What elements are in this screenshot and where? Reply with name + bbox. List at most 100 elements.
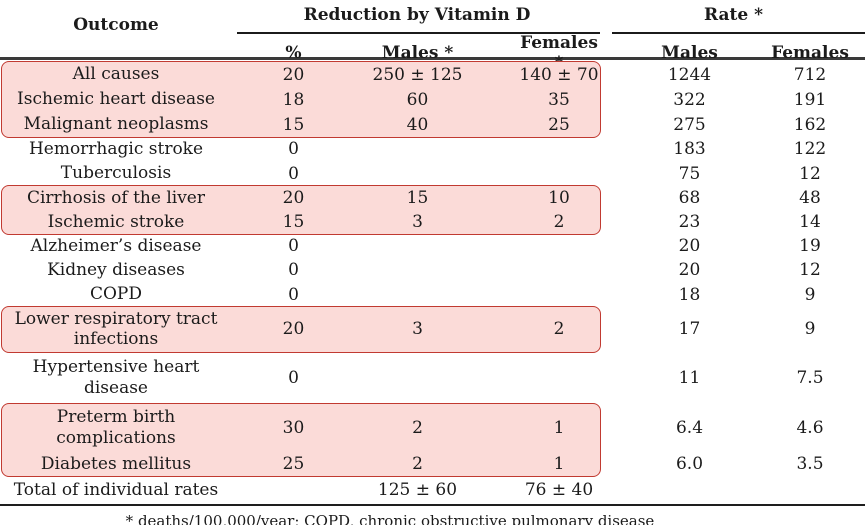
outcome-cell: Hemorrhagic stroke xyxy=(28,138,204,159)
reduction-females-cell: 76 ± 40 xyxy=(524,479,594,500)
reduction-females-cell: 2 xyxy=(553,319,565,340)
col-header-outcome: Outcome xyxy=(73,15,159,35)
rate-females-cell: 9 xyxy=(804,284,816,305)
outcome-cell: Lower respiratory tract infections xyxy=(14,308,218,350)
table-row: Diabetes mellitus 25 2 1 6.0 3.5 xyxy=(0,452,865,476)
table-row: Kidney diseases 0 20 12 xyxy=(0,258,865,282)
reduction-males-cell: 2 xyxy=(412,453,423,474)
outcome-cell: Cirrhosis of the liver xyxy=(26,187,205,208)
table-row: Total of individual rates 125 ± 60 76 ± 40 xyxy=(0,476,865,504)
reduction-females-cell: 2 xyxy=(553,212,565,232)
table-row: Alzheimer’s disease 0 20 19 xyxy=(0,234,865,258)
pct-cell: 20 xyxy=(282,64,305,85)
highlight-box xyxy=(1,403,601,477)
outcome-cell: COPD xyxy=(89,284,142,305)
reduction-females-cell xyxy=(480,258,602,282)
pct-cell: 0 xyxy=(288,260,299,281)
table-footnote: * deaths/100,000/year; COPD, chronic obs… xyxy=(125,512,655,525)
reduction-males-cell: 15 xyxy=(406,188,429,208)
outcome-cell: Preterm birth complications xyxy=(56,407,176,448)
highlight-box xyxy=(1,61,601,138)
reduction-males-cell: 3 xyxy=(412,319,423,340)
rate-females-cell: 712 xyxy=(793,64,827,85)
reduction-females-cell xyxy=(480,162,602,187)
outcome-cell: Ischemic heart disease xyxy=(17,89,215,110)
rate-males-cell: 23 xyxy=(678,212,701,232)
group-header-reduction-by-vitamin-d: Reduction by Vitamin D xyxy=(303,5,531,25)
pct-cell: 0 xyxy=(288,367,299,388)
outcome-cell: Tuberculosis xyxy=(60,163,172,184)
col-header-rate-females: Females xyxy=(771,43,849,63)
table-row: Malignant neoplasms 15 40 25 275 162 xyxy=(0,112,865,137)
pct-cell: 20 xyxy=(282,319,305,340)
col-header-rate-males: Males xyxy=(661,43,718,63)
rate-males-cell xyxy=(602,476,733,504)
table-row: Hemorrhagic stroke 0 183 122 xyxy=(0,137,865,162)
reduction-males-cell xyxy=(355,258,480,282)
cmidrule-rate xyxy=(612,32,865,34)
reduction-females-cell xyxy=(480,234,602,258)
pct-cell: 30 xyxy=(282,417,305,438)
reduction-females-cell: 1 xyxy=(553,453,565,474)
rate-females-cell: 48 xyxy=(799,188,821,208)
rate-males-cell: 75 xyxy=(678,163,701,184)
rate-females-cell: 12 xyxy=(799,260,821,281)
table-row: All causes 20 250 ± 125 140 ± 70 1244 712 xyxy=(0,62,865,87)
reduction-males-cell xyxy=(355,352,480,404)
table-row: COPD 0 18 9 xyxy=(0,283,865,307)
outcome-cell: Malignant neoplasms xyxy=(23,114,209,135)
cmidrule-reduction xyxy=(237,32,600,34)
pct-cell: 25 xyxy=(282,453,305,474)
reduction-females-cell xyxy=(480,352,602,404)
rate-males-cell: 20 xyxy=(678,260,701,281)
pct-cell xyxy=(232,476,355,504)
table-row: Hypertensive heart disease 0 11 7.5 xyxy=(0,352,865,404)
pct-cell: 18 xyxy=(282,89,305,110)
table-row: Tuberculosis 0 75 12 xyxy=(0,162,865,187)
reduction-females-cell: 140 ± 70 xyxy=(519,64,599,85)
rate-females-cell: 162 xyxy=(793,114,827,135)
pct-cell: 0 xyxy=(288,139,299,160)
rate-females-cell: 19 xyxy=(799,236,821,257)
pct-cell: 15 xyxy=(282,212,305,232)
table-row: Lower respiratory tract infections 20 3 2 17… xyxy=(0,307,865,352)
group-header-rate: Rate * xyxy=(703,5,763,25)
rate-females-cell: 191 xyxy=(793,89,827,110)
rate-females-cell xyxy=(733,476,865,504)
rate-males-cell: 322 xyxy=(673,89,706,110)
outcome-cell: All causes xyxy=(72,64,160,85)
bottom-rule xyxy=(0,503,865,507)
reduction-females-cell: 25 xyxy=(548,114,570,135)
rate-females-cell: 12 xyxy=(799,163,821,184)
rate-males-cell: 18 xyxy=(678,284,701,305)
rate-females-cell: 14 xyxy=(799,212,821,232)
col-header-reduction-males: Males * xyxy=(381,43,454,63)
header-rule xyxy=(0,57,865,60)
rate-males-cell: 68 xyxy=(678,188,701,208)
table-body: All causes 20 250 ± 125 140 ± 70 1244 712 Isch… xyxy=(0,60,865,504)
rate-males-cell: 6.4 xyxy=(675,417,704,438)
rate-females-cell: 9 xyxy=(804,319,816,340)
outcome-cell: Total of individual rates xyxy=(13,479,219,500)
outcome-cell: Hypertensive heart disease xyxy=(32,357,200,398)
rate-males-cell: 11 xyxy=(678,367,701,388)
rate-females-cell: 3.5 xyxy=(796,453,824,474)
rate-females-cell: 4.6 xyxy=(796,417,824,438)
pct-cell: 0 xyxy=(288,236,299,257)
reduction-females-cell xyxy=(480,137,602,162)
pct-cell: 20 xyxy=(282,188,305,208)
highlight-box xyxy=(1,185,601,235)
reduction-males-cell: 60 xyxy=(406,89,429,110)
pct-cell: 15 xyxy=(282,114,305,135)
outcome-cell: Kidney diseases xyxy=(47,260,185,281)
reduction-males-cell xyxy=(355,162,480,187)
table-row: Ischemic heart disease 18 60 35 322 191 xyxy=(0,87,865,112)
pct-cell: 0 xyxy=(288,284,299,305)
rate-females-cell: 122 xyxy=(793,139,827,160)
reduction-females-cell: 35 xyxy=(548,89,570,110)
outcome-cell: Ischemic stroke xyxy=(47,211,185,232)
table-row: Cirrhosis of the liver 20 15 10 68 48 xyxy=(0,186,865,210)
rate-males-cell: 20 xyxy=(678,236,701,257)
outcome-cell: Diabetes mellitus xyxy=(40,453,192,474)
